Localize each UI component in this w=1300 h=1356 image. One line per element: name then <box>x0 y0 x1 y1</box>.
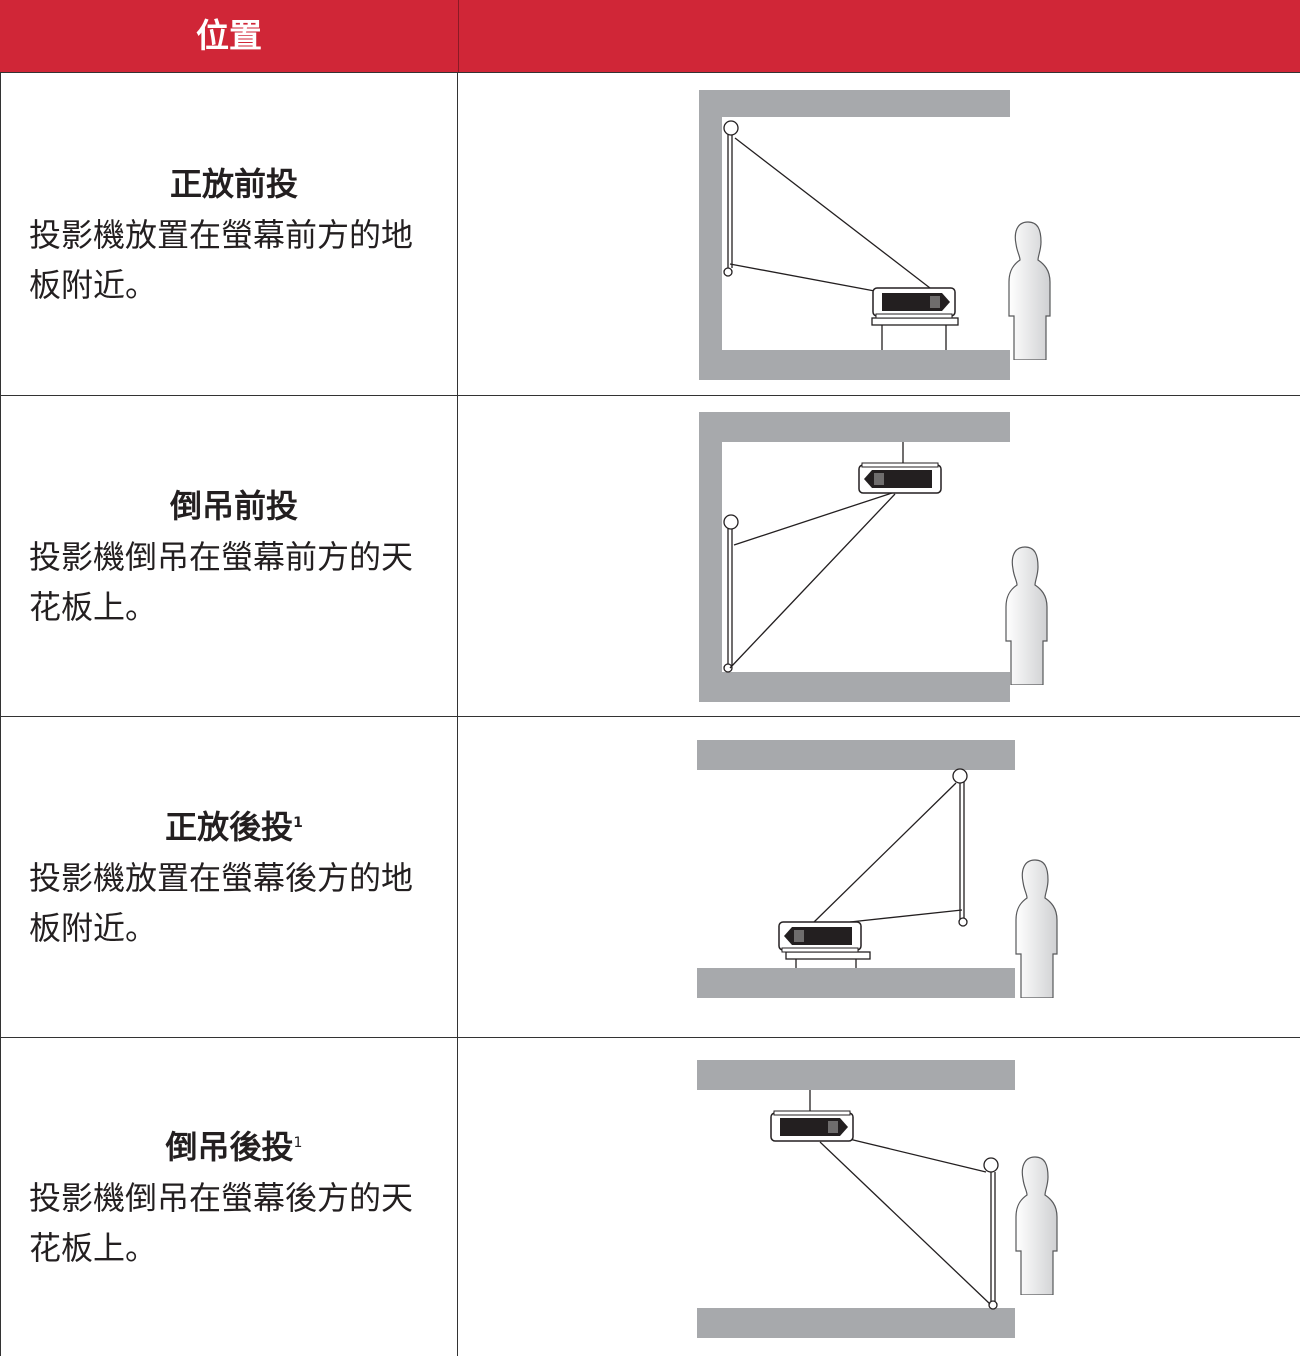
row-description: 投影機放置在螢幕前方的地板附近。 <box>29 216 414 304</box>
row-title: 倒吊前投 <box>169 487 298 525</box>
header-divider <box>458 0 459 72</box>
row-title: 正放後投1 <box>29 801 439 853</box>
footnote-mark: 1 <box>293 815 303 831</box>
row-title: 正放前投 <box>169 165 298 203</box>
table-row: 倒吊後投1 投影機倒吊在螢幕後方的天花板上。 <box>0 1037 1300 1356</box>
position-cell: 正放後投1 投影機放置在螢幕後方的地板附近。 <box>0 717 458 1037</box>
position-cell: 倒吊後投1 投影機倒吊在螢幕後方的天花板上。 <box>0 1038 458 1356</box>
table-row: 正放後投1 投影機放置在螢幕後方的地板附近。 <box>0 716 1300 1037</box>
footnote-mark: 1 <box>293 1135 303 1151</box>
position-cell: 正放前投 投影機放置在螢幕前方的地板附近。 <box>0 73 458 395</box>
row-description: 投影機倒吊在螢幕後方的天花板上。 <box>29 1179 414 1267</box>
row-description: 投影機放置在螢幕後方的地板附近。 <box>29 859 414 947</box>
row-title: 倒吊後投1 <box>29 1121 439 1173</box>
table-header: 位置 <box>0 0 1300 72</box>
row-description: 投影機倒吊在螢幕前方的天花板上。 <box>29 538 414 626</box>
header-title: 位置 <box>196 16 262 55</box>
table-row: 倒吊前投 投影機倒吊在螢幕前方的天花板上。 <box>0 395 1300 716</box>
title-text: 倒吊後投 <box>165 1128 294 1166</box>
table-row: 正放前投 投影機放置在螢幕前方的地板附近。 <box>0 72 1300 395</box>
position-cell: 倒吊前投 投影機倒吊在螢幕前方的天花板上。 <box>0 396 458 716</box>
title-text: 正放後投 <box>165 808 294 846</box>
